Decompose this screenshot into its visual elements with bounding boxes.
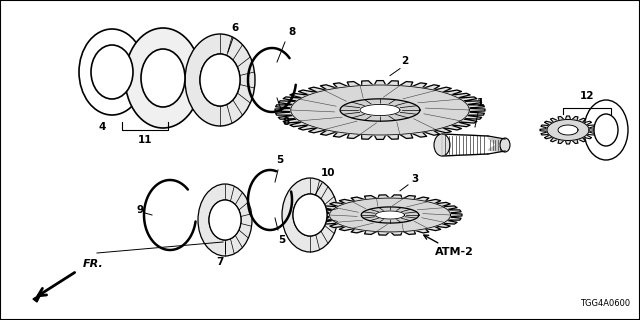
Text: 6: 6 (232, 23, 239, 33)
Ellipse shape (500, 138, 510, 152)
Polygon shape (33, 294, 41, 302)
Ellipse shape (209, 200, 241, 240)
Ellipse shape (209, 200, 241, 240)
Text: 3: 3 (412, 174, 419, 184)
Polygon shape (291, 85, 469, 135)
Polygon shape (488, 138, 505, 152)
Text: 5: 5 (278, 235, 285, 245)
Polygon shape (330, 198, 451, 232)
Ellipse shape (125, 28, 201, 128)
Text: 8: 8 (282, 117, 290, 127)
Polygon shape (376, 211, 404, 219)
Text: 9: 9 (136, 205, 143, 215)
Ellipse shape (200, 54, 240, 106)
Ellipse shape (293, 194, 327, 236)
Text: 5: 5 (276, 155, 284, 165)
Polygon shape (360, 104, 400, 116)
Ellipse shape (434, 134, 450, 156)
Polygon shape (442, 134, 488, 156)
Ellipse shape (91, 45, 133, 99)
Polygon shape (540, 116, 596, 144)
Ellipse shape (584, 100, 628, 160)
Ellipse shape (198, 184, 252, 256)
Text: FR.: FR. (83, 259, 104, 269)
Text: 11: 11 (138, 135, 152, 145)
Polygon shape (340, 99, 420, 121)
Text: 12: 12 (580, 91, 595, 101)
Text: 4: 4 (99, 122, 106, 132)
Polygon shape (558, 125, 578, 135)
Polygon shape (318, 195, 462, 235)
Ellipse shape (594, 114, 618, 146)
Ellipse shape (79, 29, 145, 115)
Text: 10: 10 (321, 168, 335, 178)
Text: 2: 2 (401, 56, 408, 66)
Text: ATM-2: ATM-2 (424, 235, 474, 257)
Ellipse shape (185, 34, 255, 126)
Text: 8: 8 (289, 27, 296, 37)
Polygon shape (275, 81, 485, 140)
Ellipse shape (293, 194, 327, 236)
Ellipse shape (282, 178, 338, 252)
Text: TGG4A0600: TGG4A0600 (580, 299, 630, 308)
Text: 1: 1 (476, 98, 484, 108)
Polygon shape (547, 119, 589, 140)
Ellipse shape (200, 54, 240, 106)
Ellipse shape (141, 49, 185, 107)
Text: 7: 7 (216, 257, 224, 267)
Polygon shape (361, 207, 419, 223)
